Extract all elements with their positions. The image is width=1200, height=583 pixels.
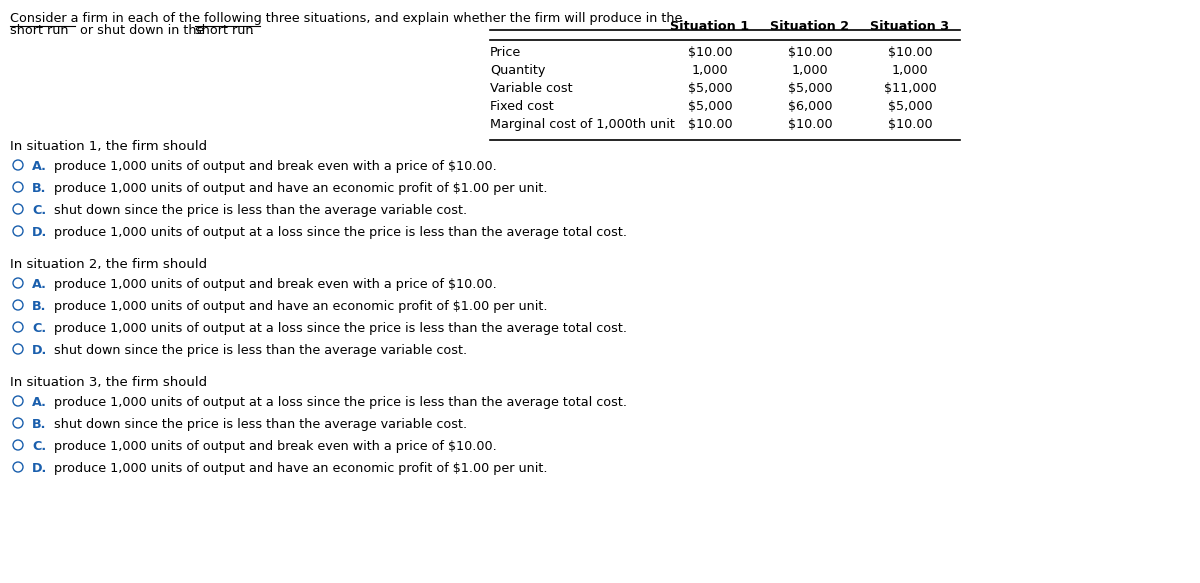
Text: $10.00: $10.00 — [688, 46, 732, 59]
Text: produce 1,000 units of output and break even with a price of $10.00.: produce 1,000 units of output and break … — [54, 160, 497, 173]
Text: In situation 3, the firm should: In situation 3, the firm should — [10, 376, 208, 389]
Text: .: . — [250, 24, 254, 37]
Text: $5,000: $5,000 — [787, 82, 833, 95]
Text: B.: B. — [32, 182, 47, 195]
Text: In situation 2, the firm should: In situation 2, the firm should — [10, 258, 208, 271]
Text: A.: A. — [32, 396, 47, 409]
Text: Quantity: Quantity — [490, 64, 545, 77]
Text: A.: A. — [32, 160, 47, 173]
Text: $10.00: $10.00 — [787, 118, 833, 131]
Text: D.: D. — [32, 462, 47, 475]
Text: $6,000: $6,000 — [787, 100, 833, 113]
Text: Consider a firm in each of the following three situations, and explain whether t: Consider a firm in each of the following… — [10, 12, 686, 25]
Text: $11,000: $11,000 — [883, 82, 936, 95]
Text: Marginal cost of 1,000th unit: Marginal cost of 1,000th unit — [490, 118, 674, 131]
Text: short run: short run — [10, 24, 68, 37]
Text: 1,000: 1,000 — [691, 64, 728, 77]
Text: 1,000: 1,000 — [892, 64, 929, 77]
Text: Situation 2: Situation 2 — [770, 20, 850, 33]
Text: produce 1,000 units of output and have an economic profit of $1.00 per unit.: produce 1,000 units of output and have a… — [54, 182, 547, 195]
Text: C.: C. — [32, 322, 46, 335]
Text: shut down since the price is less than the average variable cost.: shut down since the price is less than t… — [54, 344, 467, 357]
Text: D.: D. — [32, 226, 47, 239]
Text: short run: short run — [194, 24, 253, 37]
Text: produce 1,000 units of output at a loss since the price is less than the average: produce 1,000 units of output at a loss … — [54, 226, 628, 239]
Text: produce 1,000 units of output and break even with a price of $10.00.: produce 1,000 units of output and break … — [54, 278, 497, 291]
Text: C.: C. — [32, 440, 46, 453]
Text: produce 1,000 units of output and break even with a price of $10.00.: produce 1,000 units of output and break … — [54, 440, 497, 453]
Text: produce 1,000 units of output and have an economic profit of $1.00 per unit.: produce 1,000 units of output and have a… — [54, 300, 547, 313]
Text: Situation 3: Situation 3 — [870, 20, 949, 33]
Text: $5,000: $5,000 — [688, 82, 732, 95]
Text: produce 1,000 units of output at a loss since the price is less than the average: produce 1,000 units of output at a loss … — [54, 322, 628, 335]
Text: 1,000: 1,000 — [792, 64, 828, 77]
Text: Fixed cost: Fixed cost — [490, 100, 553, 113]
Text: produce 1,000 units of output and have an economic profit of $1.00 per unit.: produce 1,000 units of output and have a… — [54, 462, 547, 475]
Text: produce 1,000 units of output at a loss since the price is less than the average: produce 1,000 units of output at a loss … — [54, 396, 628, 409]
Text: $5,000: $5,000 — [688, 100, 732, 113]
Text: $10.00: $10.00 — [888, 118, 932, 131]
Text: Variable cost: Variable cost — [490, 82, 572, 95]
Text: B.: B. — [32, 418, 47, 431]
Text: A.: A. — [32, 278, 47, 291]
Text: shut down since the price is less than the average variable cost.: shut down since the price is less than t… — [54, 204, 467, 217]
Text: $10.00: $10.00 — [787, 46, 833, 59]
Text: Situation 1: Situation 1 — [671, 20, 750, 33]
Text: $5,000: $5,000 — [888, 100, 932, 113]
Text: $10.00: $10.00 — [688, 118, 732, 131]
Text: D.: D. — [32, 344, 47, 357]
Text: or shut down in the: or shut down in the — [76, 24, 209, 37]
Text: shut down since the price is less than the average variable cost.: shut down since the price is less than t… — [54, 418, 467, 431]
Text: Price: Price — [490, 46, 521, 59]
Text: C.: C. — [32, 204, 46, 217]
Text: B.: B. — [32, 300, 47, 313]
Text: $10.00: $10.00 — [888, 46, 932, 59]
Text: In situation 1, the firm should: In situation 1, the firm should — [10, 140, 208, 153]
